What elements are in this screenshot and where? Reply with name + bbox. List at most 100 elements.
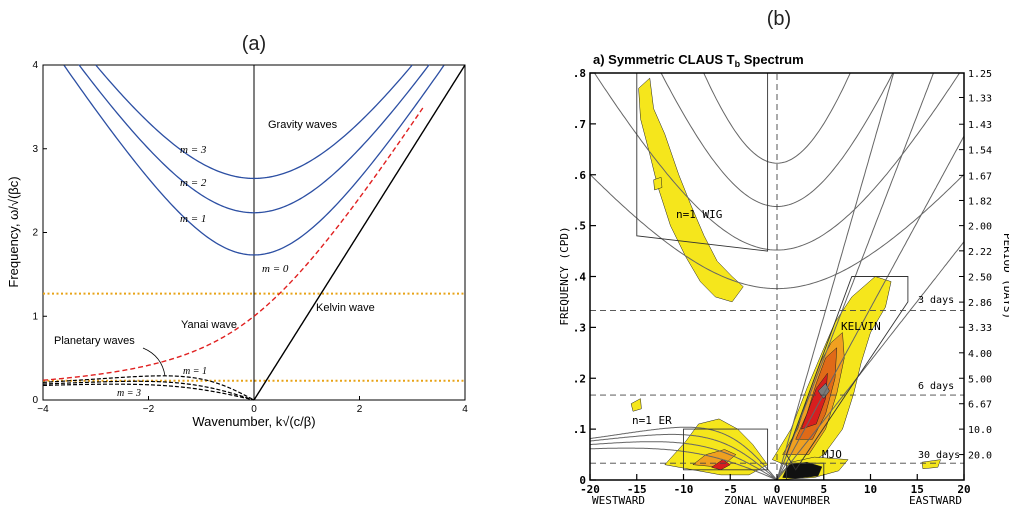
x-tick-label-3: 2 <box>357 404 363 415</box>
kelvin-wave-label: Kelvin wave <box>316 302 375 314</box>
wig-box <box>636 73 769 252</box>
x-tick-label-8: 20 <box>957 483 970 496</box>
m0-label: m = 0 <box>262 263 289 275</box>
period-3-days-label: 3 days <box>918 295 954 306</box>
panel-b-xlabel: ZONAL WAVENUMBER <box>724 494 830 507</box>
planetary-wave-m3 <box>42 383 255 401</box>
panel-a-ylabel: Frequency, ω/√(βc) <box>6 176 21 287</box>
planetary-wave-m1 <box>42 375 255 401</box>
er-core-blob <box>710 459 731 471</box>
panel-b: (b) a) Symmetric CLAUS Tb Spectrum -20 -1… <box>558 8 1009 507</box>
wig-curve-h12 <box>590 174 964 290</box>
mjo-label: MJO <box>822 448 842 461</box>
m1-gravity-label: m = 1 <box>180 213 206 225</box>
kelvin-curve-h50 <box>776 73 935 480</box>
x-tick-label-1: -15 <box>627 483 647 496</box>
x-tick-label-0: -20 <box>580 483 600 496</box>
spectrum-contours <box>630 77 941 480</box>
kelvin-core-blob <box>800 372 828 430</box>
kelvin-wave <box>253 64 466 401</box>
period-tick-label-11: 4.00 <box>968 349 992 360</box>
m1-planetary-label: m = 1 <box>183 366 207 377</box>
gravity-wave-m2 <box>78 64 430 214</box>
panel-b-xlabel-left: WESTWARD <box>592 494 645 507</box>
panel-a: (a) −4 −2 0 2 4 0 1 2 3 4 Gravity waves m = 3 m =… <box>6 33 468 429</box>
planetary-wave-m2 <box>42 380 255 401</box>
x-tick-label-5: 5 <box>820 483 827 496</box>
er-box <box>683 428 769 471</box>
y-tick-label-4: .4 <box>573 271 587 284</box>
period-tick-label-3: 1.54 <box>968 146 992 157</box>
panel-b-ticks: -20 -15 -10 -5 0 5 10 15 20 0 .1 .2 .3 .4 .5 .6 .7 .8 1.25… <box>573 67 992 496</box>
planetary-waves-label: Planetary waves <box>54 335 135 347</box>
x-tick-label-6: 10 <box>864 483 877 496</box>
x-tick-label-2: 0 <box>251 404 257 415</box>
y-tick-label-0: 0 <box>579 474 586 487</box>
planetary-pointer <box>142 347 166 377</box>
y-tick-label-1: .1 <box>573 423 587 436</box>
x-tick-label-4: 0 <box>774 483 781 496</box>
wig-curve-h90 <box>703 73 851 164</box>
x-tick-label-1: −2 <box>143 404 155 415</box>
panel-a-xlabel: Wavenumber, k√(c/β) <box>192 414 315 429</box>
er-label: n=1 ER <box>632 414 672 427</box>
kelvin-peak-blob <box>817 382 830 400</box>
period-tick-label-10: 3.33 <box>968 323 992 334</box>
panel-a-label: (a) <box>242 33 266 55</box>
panel-b-ylabel: FREQUENCY (CPD) <box>558 226 571 325</box>
kelvin-box <box>785 276 909 471</box>
panel-b-labels: n=1 WIG KELVIN n=1 ER MJO 3 days 6 days … <box>632 208 960 461</box>
period-30-days-label: 30 days <box>918 450 960 461</box>
kelvin-curve-h90 <box>776 73 895 480</box>
period-tick-label-1: 1.33 <box>968 93 992 104</box>
y-tick-label-2: 2 <box>32 228 38 239</box>
y-tick-label-8: .8 <box>573 67 586 80</box>
x-tick-label-4: 4 <box>462 404 468 415</box>
dispersion-curves <box>590 73 964 480</box>
y-tick-label-6: .6 <box>573 169 587 182</box>
m3-gravity-label: m = 3 <box>180 144 207 156</box>
y-tick-label-4: 4 <box>32 60 38 71</box>
y-tick-label-0: 0 <box>32 395 38 406</box>
y-tick-label-7: .7 <box>573 118 586 131</box>
kelvin-curve-h25 <box>776 135 964 480</box>
panel-b-title: a) Symmetric CLAUS Tb Spectrum <box>593 52 804 69</box>
y-tick-label-3: 3 <box>32 144 38 155</box>
gravity-wave-m3 <box>95 64 413 180</box>
x-tick-label-7: 15 <box>911 483 924 496</box>
x-tick-label-2: -10 <box>674 483 694 496</box>
period-tick-label-8: 2.50 <box>968 273 992 284</box>
small-blob-2 <box>630 398 642 412</box>
panel-a-curves <box>42 64 466 401</box>
x-tick-label-0: −4 <box>37 404 49 415</box>
er-blob <box>664 418 768 476</box>
panel-b-xlabel-right: EASTWARD <box>909 494 962 507</box>
period-tick-label-13: 6.67 <box>968 400 992 411</box>
m2-gravity-label: m = 2 <box>180 177 207 189</box>
y-tick-label-2: .2 <box>573 372 586 385</box>
m3-planetary-label: m = 3 <box>117 388 141 399</box>
wig-label: n=1 WIG <box>676 208 722 221</box>
x-tick-label-3: -5 <box>724 483 737 496</box>
y-tick-label-3: .3 <box>573 321 586 334</box>
period-tick-label-5: 1.82 <box>968 196 992 207</box>
kelvin-label: KELVIN <box>841 320 881 333</box>
period-6-days-label: 6 days <box>918 381 954 392</box>
panel-b-label: (b) <box>767 8 791 30</box>
period-tick-label-4: 1.67 <box>968 171 992 182</box>
gravity-wave-m1 <box>63 65 445 256</box>
period-tick-label-12: 5.00 <box>968 374 992 385</box>
period-tick-label-0: 1.25 <box>968 69 992 80</box>
panel-a-ticks: −4 −2 0 2 4 0 1 2 3 4 <box>32 60 468 415</box>
kelvin-curve-h12 <box>776 241 964 480</box>
period-tick-label-7: 2.22 <box>968 247 992 258</box>
panel-a-annotations: Gravity waves m = 3 m = 2 m = 1 m = 0 Ke… <box>54 119 375 399</box>
period-tick-label-6: 2.00 <box>968 222 992 233</box>
period-tick-label-2: 1.43 <box>968 120 992 131</box>
small-blob-1 <box>653 176 663 191</box>
small-blob-3 <box>921 459 941 470</box>
er-curve-h90 <box>590 426 778 480</box>
y-tick-label-5: .5 <box>573 220 586 233</box>
yanai-wave-label: Yanai wave <box>181 319 237 331</box>
